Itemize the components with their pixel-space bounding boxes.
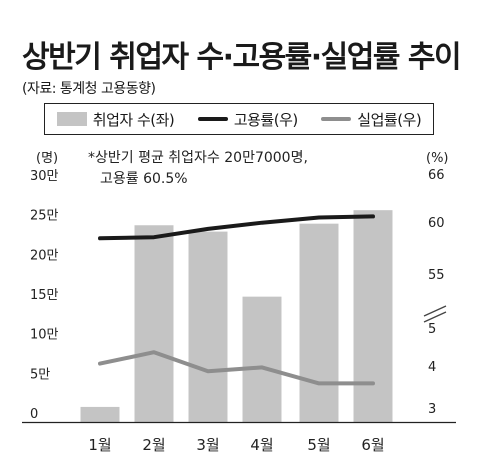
left-axis-tick: 10만 (30, 328, 59, 343)
bar (134, 225, 174, 422)
category-label: 3월 (196, 436, 219, 454)
right-axis-tick: 55 (428, 268, 445, 283)
right-axis-tick: 60 (428, 216, 445, 231)
unemployment-rate-line (98, 350, 375, 386)
left-axis-tick: 5만 (30, 367, 50, 382)
legend-label-bar: 취업자 수(좌) (92, 110, 175, 129)
left-axis-tick: 15만 (30, 288, 59, 303)
left-axis-tick: 0 (30, 407, 38, 422)
bar (299, 223, 339, 422)
right-axis-unit: (%) (426, 151, 449, 166)
legend-swatch-unemployment (321, 117, 352, 121)
bar (353, 210, 393, 422)
chart-title: 상반기 취업자 수·고용률·실업률 추이 (22, 40, 462, 75)
chart-source: (자료: 통계청 고용동향) (22, 81, 156, 97)
right-axis-tick: 3 (428, 402, 436, 417)
legend-swatch-employment (197, 117, 228, 121)
right-axis-tick: 4 (428, 360, 436, 375)
bar (80, 406, 120, 422)
left-axis-tick: 20만 (30, 248, 59, 263)
legend-item-bar: 취업자 수(좌) (56, 109, 175, 130)
left-axis-tick: 25만 (30, 209, 59, 224)
category-label: 5월 (307, 436, 330, 454)
legend-label-employment: 고용률(우) (233, 110, 298, 129)
bar (242, 296, 282, 422)
legend: 취업자 수(좌) 고용률(우) 실업률(우) (44, 103, 434, 135)
left-axis-tick: 30만 (30, 169, 59, 184)
axis-break-mark (423, 311, 447, 323)
legend-label-unemployment: 실업률(우) (357, 110, 422, 129)
legend-item-unemployment: 실업률(우) (321, 109, 422, 130)
legend-swatch-bar (56, 112, 87, 126)
category-label: 4월 (250, 436, 273, 454)
category-label: 1월 (88, 436, 111, 454)
legend-item-employment: 고용률(우) (197, 109, 298, 130)
right-axis-tick: 5 (428, 322, 436, 337)
category-label: 2월 (142, 436, 165, 454)
left-axis-unit: (명) (36, 151, 58, 166)
employment-rate-line (98, 214, 375, 241)
bar (188, 231, 228, 422)
chart-annotation: *상반기 평균 취업자수 20만7000명, (88, 150, 308, 166)
chart-annotation: 고용률 60.5% (100, 171, 188, 187)
right-axis-tick: 66 (428, 168, 445, 183)
category-label: 6월 (361, 436, 384, 454)
axis-break-mark (423, 305, 447, 317)
